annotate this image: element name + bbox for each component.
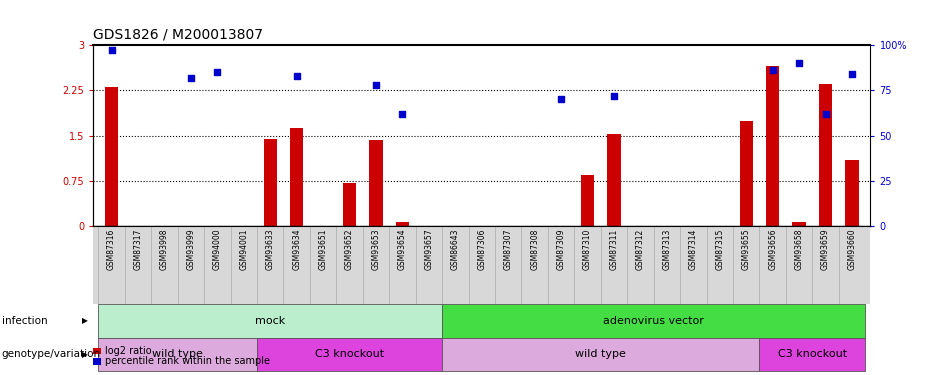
Point [791,60,806,66]
Text: GSM93658: GSM93658 [794,229,803,270]
Point [104,48,119,54]
Point [607,93,622,99]
Text: GSM87306: GSM87306 [478,229,486,270]
Text: ▶: ▶ [82,316,88,325]
Bar [442,338,760,371]
Point [554,96,569,102]
Text: GSM93998: GSM93998 [160,229,169,270]
Text: GSM93999: GSM93999 [186,229,196,270]
Bar [99,304,442,338]
Text: ▶: ▶ [82,350,88,359]
Text: GSM87307: GSM87307 [504,229,513,270]
Point [369,82,384,88]
Text: GSM93634: GSM93634 [292,229,302,270]
Text: GSM87310: GSM87310 [583,229,592,270]
Point [818,111,833,117]
Bar [766,66,779,226]
Bar [845,160,858,226]
Bar [93,348,101,354]
Text: GSM87312: GSM87312 [636,229,645,270]
Point [290,73,304,79]
Bar [370,141,383,226]
Bar [263,139,277,226]
Text: GSM93633: GSM93633 [265,229,275,270]
Text: GSM87309: GSM87309 [557,229,566,270]
Bar [99,338,257,371]
Text: GSM94001: GSM94001 [239,229,249,270]
Text: GDS1826 / M200013807: GDS1826 / M200013807 [93,27,263,41]
Bar [257,338,442,371]
Text: wild type: wild type [153,350,203,359]
Point [183,75,198,81]
Text: wild type: wild type [575,350,627,359]
Text: adenovirus vector: adenovirus vector [603,316,704,326]
Bar [792,222,805,226]
Text: GSM93654: GSM93654 [398,229,407,270]
Text: GSM93651: GSM93651 [318,229,328,270]
Bar [760,338,865,371]
Text: percentile rank within the sample: percentile rank within the sample [105,357,270,366]
Text: GSM93657: GSM93657 [425,229,434,270]
Bar [819,84,832,226]
Text: GSM93653: GSM93653 [371,229,381,270]
Text: GSM87316: GSM87316 [107,229,116,270]
Text: C3 knockout: C3 knockout [777,350,847,359]
Bar [739,120,753,226]
Bar [607,134,621,226]
Text: GSM87315: GSM87315 [715,229,724,270]
Text: GSM87308: GSM87308 [530,229,539,270]
Text: GSM86643: GSM86643 [451,229,460,270]
Bar [105,87,118,226]
Text: GSM94000: GSM94000 [213,229,222,270]
Text: GSM93659: GSM93659 [821,229,830,270]
Text: mock: mock [255,316,286,326]
Bar [442,304,865,338]
Point [844,71,859,77]
Text: GSM93655: GSM93655 [742,229,750,270]
Point [209,69,224,75]
Text: GSM87314: GSM87314 [689,229,698,270]
Bar [396,222,409,226]
Text: GSM87317: GSM87317 [133,229,142,270]
Point [395,111,410,117]
Bar [581,175,594,226]
Text: GSM93652: GSM93652 [345,229,354,270]
Point [765,68,780,74]
Text: infection: infection [2,316,47,326]
Text: log2 ratio: log2 ratio [105,346,152,356]
Text: GSM93660: GSM93660 [847,229,857,270]
Bar [93,358,101,365]
Text: GSM87313: GSM87313 [662,229,671,270]
Text: genotype/variation: genotype/variation [2,350,101,359]
Bar [343,183,357,226]
Text: C3 knockout: C3 knockout [315,350,385,359]
Text: GSM87311: GSM87311 [610,229,618,270]
Text: GSM93656: GSM93656 [768,229,777,270]
Bar [290,128,304,226]
